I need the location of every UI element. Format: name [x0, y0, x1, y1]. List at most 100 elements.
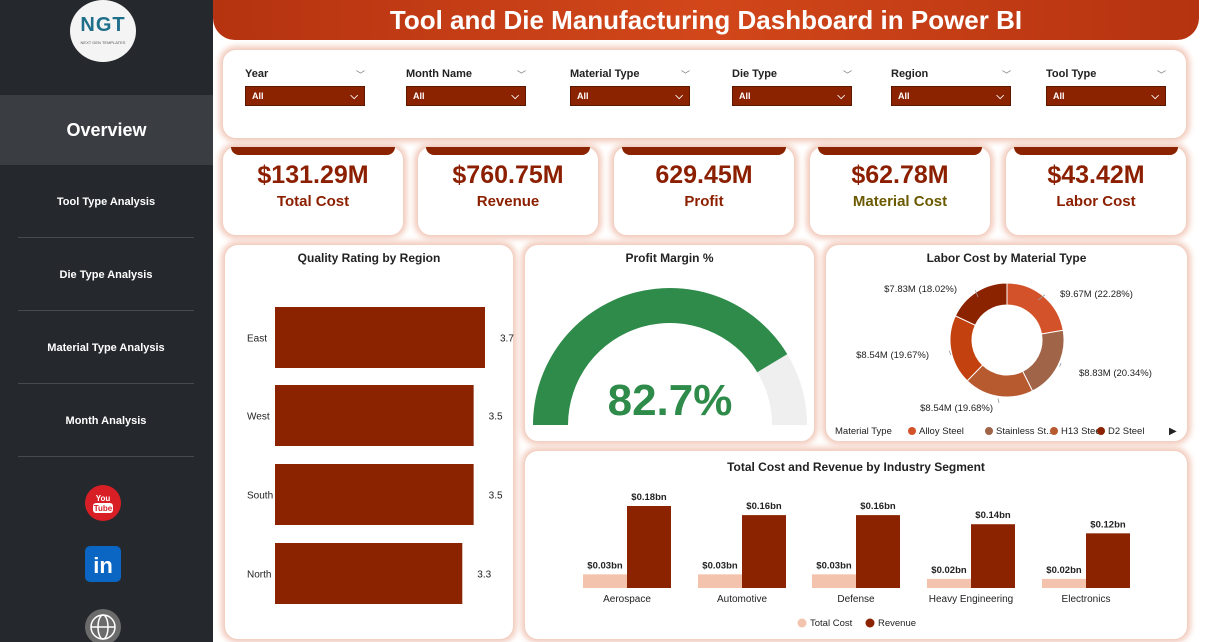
filter-die-dropdown[interactable]: All ⌵: [732, 86, 852, 106]
donut-slice[interactable]: [1021, 329, 1065, 392]
filter-tool-type[interactable]: Tool Type ﹀ All ⌵: [1046, 66, 1166, 106]
data-label: 3.3: [477, 570, 491, 581]
legend-label[interactable]: Total Cost: [810, 618, 853, 629]
legend-label[interactable]: Alloy Steel: [919, 426, 964, 437]
donut-slice[interactable]: [1006, 282, 1064, 335]
filter-region-value: All: [898, 91, 910, 101]
bar-east[interactable]: [275, 307, 485, 368]
chevron-down-icon: ⌵: [675, 90, 683, 102]
filter-material-value: All: [577, 91, 589, 101]
filter-tool-value: All: [1053, 91, 1065, 101]
bar-revenue[interactable]: [971, 524, 1015, 588]
labor-cost-donut-chart[interactable]: Labor Cost by Material Type $9.67M (22.2…: [825, 244, 1188, 442]
chevron-down-icon: ⌵: [1151, 90, 1159, 102]
donut-slice[interactable]: [954, 282, 1008, 326]
kpi-accent-bar: [231, 147, 395, 155]
filter-year-value: All: [252, 91, 264, 101]
chevron-down-icon[interactable]: ﹀: [680, 69, 690, 80]
svg-text:Tube: Tube: [94, 504, 113, 513]
kpi-label: Total Cost: [276, 193, 350, 210]
y-tick-label: North: [247, 570, 271, 581]
filter-region[interactable]: Region ﹀ All ⌵: [891, 66, 1011, 106]
filter-material-dropdown[interactable]: All ⌵: [570, 86, 690, 106]
bar-total-cost[interactable]: [1042, 578, 1086, 588]
kpi-profit: 629.45M Profit: [613, 146, 795, 236]
filter-material-type[interactable]: Material Type ﹀ All ⌵: [570, 66, 690, 106]
bar-revenue[interactable]: [856, 515, 900, 588]
nav-overview[interactable]: Overview: [0, 95, 213, 165]
bar-revenue[interactable]: [742, 515, 786, 588]
bar-west[interactable]: [275, 385, 474, 446]
kpi-value: $760.75M: [452, 161, 564, 189]
industry-segment-plot: $0.03bn $0.18bn Aerospace $0.03bn $0.16bn Aut…: [583, 492, 1130, 629]
filter-year-dropdown[interactable]: All ⌵: [245, 86, 365, 106]
slice-label: $8.83M (20.34%): [1079, 368, 1152, 379]
bar-total-cost[interactable]: [927, 578, 971, 588]
legend-label[interactable]: Revenue: [878, 618, 916, 629]
labor-cost-donut: $9.67M (22.28%) $8.83M (20.34%) $8.54M (19…: [835, 282, 1177, 437]
slice-label: $7.83M (18.02%): [884, 284, 957, 295]
youtube-icon[interactable]: You Tube: [84, 484, 122, 522]
leader-line: [974, 290, 979, 298]
chart-title: Total Cost and Revenue by Industry Segme…: [727, 460, 985, 474]
legend-next-icon[interactable]: ▶: [1169, 426, 1177, 437]
page-title: Tool and Die Manufacturing Dashboard in …: [213, 0, 1199, 40]
kpi-label: Labor Cost: [1056, 193, 1136, 210]
chevron-down-icon: ⌵: [837, 90, 845, 102]
filter-tool-dropdown[interactable]: All ⌵: [1046, 86, 1166, 106]
quality-rating-plot: East 3.7 West 3.5 South 3.5 North 3.3: [247, 307, 514, 604]
linkedin-icon[interactable]: in: [84, 545, 122, 583]
bar-revenue[interactable]: [627, 506, 671, 588]
quality-rating-chart[interactable]: Quality Rating by Region East 3.7 West 3.5 S…: [224, 244, 514, 640]
data-label: $0.14bn: [975, 510, 1011, 521]
legend-title: Material Type: [835, 426, 892, 437]
legend-label[interactable]: H13 Steel: [1061, 426, 1103, 437]
leader-line: [997, 398, 1000, 404]
filter-year-label: Year: [245, 68, 269, 80]
x-tick-label: Defense: [837, 594, 875, 605]
kpi-label: Profit: [684, 193, 724, 210]
nav-month-analysis[interactable]: Month Analysis: [18, 385, 194, 457]
legend-label[interactable]: D2 Steel: [1108, 426, 1144, 437]
filter-die-type[interactable]: Die Type ﹀ All ⌵: [732, 66, 852, 106]
filter-month-dropdown[interactable]: All ⌵: [406, 86, 526, 106]
sidebar: NGT NEXT GEN TEMPLATES Overview Tool Typ…: [0, 0, 213, 642]
bar-revenue[interactable]: [1086, 533, 1130, 588]
leader-line: [948, 350, 952, 356]
chevron-down-icon[interactable]: ﹀: [516, 69, 526, 80]
chevron-down-icon[interactable]: ﹀: [355, 69, 365, 80]
chart-title: Quality Rating by Region: [297, 251, 441, 265]
x-tick-label: Automotive: [717, 594, 767, 605]
kpi-accent-bar: [622, 147, 786, 155]
industry-segment-chart[interactable]: Total Cost and Revenue by Industry Segme…: [524, 450, 1188, 640]
nav-tool-type-analysis[interactable]: Tool Type Analysis: [18, 166, 194, 238]
filter-year[interactable]: Year ﹀ All ⌵: [245, 66, 365, 106]
bar-total-cost[interactable]: [812, 574, 856, 588]
data-label: $0.02bn: [931, 565, 967, 576]
bar-south[interactable]: [275, 464, 474, 525]
slice-label: $9.67M (22.28%): [1060, 289, 1133, 300]
filters-panel: Year ﹀ All ⌵ Month Name ﹀ All ⌵ Material Typ…: [222, 49, 1187, 139]
logo-subtext: NEXT GEN TEMPLATES: [80, 40, 126, 45]
filter-material-label: Material Type: [570, 68, 640, 80]
legend-label[interactable]: Stainless St...: [996, 426, 1054, 437]
filter-die-value: All: [739, 91, 751, 101]
kpi-value: 629.45M: [655, 161, 753, 189]
chart-title: Profit Margin %: [625, 251, 714, 265]
bar-total-cost[interactable]: [583, 574, 627, 588]
filter-month-value: All: [413, 91, 425, 101]
kpi-value: $62.78M: [851, 161, 949, 189]
nav-material-type-analysis[interactable]: Material Type Analysis: [18, 312, 194, 384]
data-label: $0.18bn: [631, 492, 667, 503]
svg-text:You: You: [96, 494, 111, 503]
filter-month-name[interactable]: Month Name ﹀ All ⌵: [406, 66, 526, 106]
chevron-down-icon[interactable]: ﹀: [842, 69, 852, 80]
profit-margin-chart[interactable]: Profit Margin % 82.7%: [524, 244, 815, 442]
filter-region-dropdown[interactable]: All ⌵: [891, 86, 1011, 106]
chevron-down-icon[interactable]: ﹀: [1156, 69, 1166, 80]
globe-icon[interactable]: [84, 608, 122, 642]
bar-total-cost[interactable]: [698, 574, 742, 588]
nav-die-type-analysis[interactable]: Die Type Analysis: [18, 239, 194, 311]
chevron-down-icon[interactable]: ﹀: [1001, 69, 1011, 80]
bar-north[interactable]: [275, 543, 463, 604]
